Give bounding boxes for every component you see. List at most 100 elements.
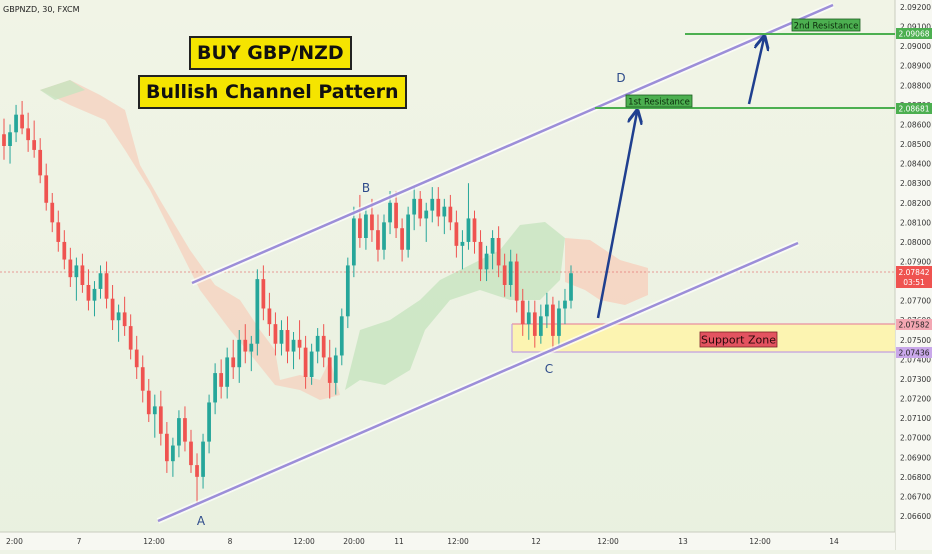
candle-body [424, 210, 429, 219]
resistance-1-label: 1st Resistance [625, 94, 693, 108]
resistance-2-label: 2nd Resistance [791, 18, 861, 32]
time-axis: 2:00 7 12:00 8 12:00 20:00 11 12:00 12 12:00 13 12:… [6, 537, 839, 546]
candle-body [508, 261, 513, 285]
current-price-tag [896, 266, 932, 288]
cloud-bull-1 [40, 80, 85, 100]
point-d-label: D [616, 71, 625, 85]
candle-body [158, 406, 163, 434]
title-banner: BUY GBP/NZD [189, 36, 352, 70]
y-tick-label: 2.08600 [900, 120, 931, 129]
y-tick-label: 2.09100 [900, 23, 931, 32]
candle-body [2, 134, 6, 146]
candle-body [406, 214, 411, 250]
resistance-1-label-text: 1st Resistance [628, 98, 690, 108]
candle-body [448, 206, 453, 223]
x-tick-label: 12:00 [293, 537, 315, 546]
candle-body [321, 335, 326, 358]
candle-body [327, 357, 332, 383]
candle-body [478, 241, 483, 270]
candle-body [152, 406, 157, 415]
candle-body [545, 304, 549, 317]
y-tick-label: 2.08300 [900, 179, 931, 188]
candle-body [237, 339, 242, 368]
candle-body [303, 347, 308, 378]
candle-body [207, 402, 211, 442]
candle-body [98, 273, 103, 289]
arrow-to-first-resistance [596, 112, 637, 319]
channel-upper-line [191, 3, 834, 285]
point-b-label: B [362, 181, 370, 195]
candle-body [297, 339, 302, 348]
candle-body [8, 132, 12, 146]
candle-body [32, 140, 37, 150]
x-tick-label: 14 [829, 537, 839, 546]
resistance-1-price-tag [896, 103, 932, 114]
y-tick-label: 2.07700 [900, 297, 931, 306]
candle-body [56, 222, 61, 242]
candle-body [177, 418, 181, 446]
candle-body [195, 465, 199, 477]
resistance-2-price-text: 2.09068 [898, 30, 929, 39]
candle-body [189, 441, 193, 466]
support-zone-label: Support Zone [699, 331, 778, 348]
candle-body [231, 357, 236, 368]
x-tick-label: 12:00 [597, 537, 619, 546]
candle-body [526, 312, 531, 325]
y-tick-label: 2.07500 [900, 336, 931, 345]
candle-body [273, 324, 278, 344]
y-tick-label: 2.06600 [900, 512, 931, 521]
candle-body [400, 228, 404, 250]
candle-body [454, 222, 459, 246]
candle-body [532, 312, 537, 336]
candle-body [183, 418, 187, 442]
subtitle-banner: Bullish Channel Pattern [138, 75, 407, 109]
y-tick-label: 2.07300 [900, 375, 931, 384]
y-tick-label: 2.06900 [900, 453, 931, 462]
candle-body [26, 128, 30, 141]
support-top-price-text: 2.07582 [898, 321, 929, 330]
candle-body [38, 149, 43, 176]
candle-body [551, 304, 555, 336]
x-tick-label: 20:00 [343, 537, 365, 546]
point-a-label: A [197, 514, 206, 528]
candle-body [110, 298, 115, 321]
x-tick-label: 11 [394, 537, 404, 546]
candle-body [285, 330, 290, 352]
y-tick-label: 2.08800 [900, 81, 931, 90]
candle-body [134, 349, 139, 368]
candle-body [351, 218, 356, 266]
y-tick-label: 2.08100 [900, 218, 931, 227]
candle-body [569, 273, 573, 301]
candle-body [382, 222, 386, 250]
y-tick-label: 2.06700 [900, 492, 931, 501]
resistance-1-price-text: 2.08681 [898, 105, 929, 114]
y-tick-label: 2.07100 [900, 414, 931, 423]
y-tick-label: 2.07400 [900, 355, 931, 364]
candle-body [122, 312, 127, 327]
resistance-1-label-bg [625, 94, 693, 108]
candle-body [164, 433, 169, 462]
candle-body [538, 316, 543, 336]
candle-body [225, 357, 230, 387]
point-c-label: C [545, 362, 553, 376]
channel [156, 2, 835, 524]
support-zone-label-bg [699, 331, 778, 348]
candle-body [86, 284, 91, 301]
arrow-to-second-resistance [747, 38, 764, 105]
current-price-text: 2.07842 [898, 268, 929, 277]
candle-body [364, 214, 368, 239]
candles-group [2, 100, 573, 505]
time-axis-panel [0, 532, 895, 550]
candle-body [394, 202, 398, 229]
candle-body [514, 261, 519, 301]
candle-body [472, 218, 477, 242]
candle-body [466, 218, 471, 242]
y-tick-label: 2.08400 [900, 160, 931, 169]
candle-body [20, 114, 24, 129]
x-tick-label: 12 [531, 537, 541, 546]
candle-body [442, 206, 447, 217]
y-tick-label: 2.09000 [900, 42, 931, 51]
candle-body [563, 300, 567, 309]
